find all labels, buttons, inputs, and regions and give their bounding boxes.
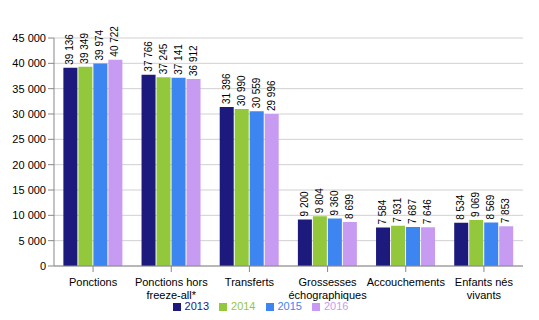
svg-text:Ponctions hors: Ponctions hors <box>135 276 208 288</box>
svg-text:37 141: 37 141 <box>173 44 184 75</box>
svg-text:25 000: 25 000 <box>12 133 46 145</box>
svg-text:30 000: 30 000 <box>12 108 46 120</box>
svg-text:Accouchements: Accouchements <box>367 276 446 288</box>
svg-text:vivants: vivants <box>467 289 502 301</box>
svg-text:15 000: 15 000 <box>12 184 46 196</box>
html-text:2016: 2016 <box>324 300 349 312</box>
svg-text:35 000: 35 000 <box>12 83 46 95</box>
svg-text:20 000: 20 000 <box>12 159 46 171</box>
svg-text:8 534: 8 534 <box>455 194 466 219</box>
svg-text:9 360: 9 360 <box>329 190 340 215</box>
svg-text:40 722: 40 722 <box>109 26 120 57</box>
svg-text:freeze-all*: freeze-all* <box>146 289 196 301</box>
svg-text:Enfants nés: Enfants nés <box>455 276 514 288</box>
svg-text:39 349: 39 349 <box>79 33 90 64</box>
svg-text:8 569: 8 569 <box>485 194 496 219</box>
svg-text:39 136: 39 136 <box>64 34 75 65</box>
svg-text:10 000: 10 000 <box>12 209 46 221</box>
svg-text:7 584: 7 584 <box>377 199 388 224</box>
svg-text:0: 0 <box>40 260 46 272</box>
svg-text:30 559: 30 559 <box>251 77 262 108</box>
svg-text:Ponctions: Ponctions <box>69 276 118 288</box>
svg-text:39 974: 39 974 <box>94 29 105 60</box>
svg-text:29 996: 29 996 <box>266 80 277 111</box>
svg-text:45 000: 45 000 <box>12 32 46 44</box>
svg-text:9 804: 9 804 <box>314 188 325 213</box>
svg-text:9 200: 9 200 <box>299 191 310 216</box>
svg-text:30 990: 30 990 <box>236 75 247 106</box>
svg-text:Transferts: Transferts <box>225 276 275 288</box>
svg-text:7 687: 7 687 <box>407 199 418 224</box>
svg-text:40 000: 40 000 <box>12 57 46 69</box>
svg-text:37 245: 37 245 <box>158 43 169 74</box>
svg-text:7 931: 7 931 <box>392 197 403 222</box>
svg-text:Grossesses: Grossesses <box>299 276 358 288</box>
svg-text:7 853: 7 853 <box>500 198 511 223</box>
svg-text:9 069: 9 069 <box>470 192 481 217</box>
html-text:2013: 2013 <box>184 300 209 312</box>
svg-text:échographiques: échographiques <box>288 289 367 301</box>
svg-text:31 396: 31 396 <box>221 73 232 104</box>
svg-text:8 699: 8 699 <box>344 193 355 218</box>
svg-text:7 646: 7 646 <box>422 199 433 224</box>
html-text:2015: 2015 <box>277 300 302 312</box>
svg-text:5 000: 5 000 <box>18 235 46 247</box>
svg-text:37 766: 37 766 <box>143 41 154 72</box>
html-text:2014: 2014 <box>231 300 256 312</box>
svg-text:36 912: 36 912 <box>188 45 199 76</box>
